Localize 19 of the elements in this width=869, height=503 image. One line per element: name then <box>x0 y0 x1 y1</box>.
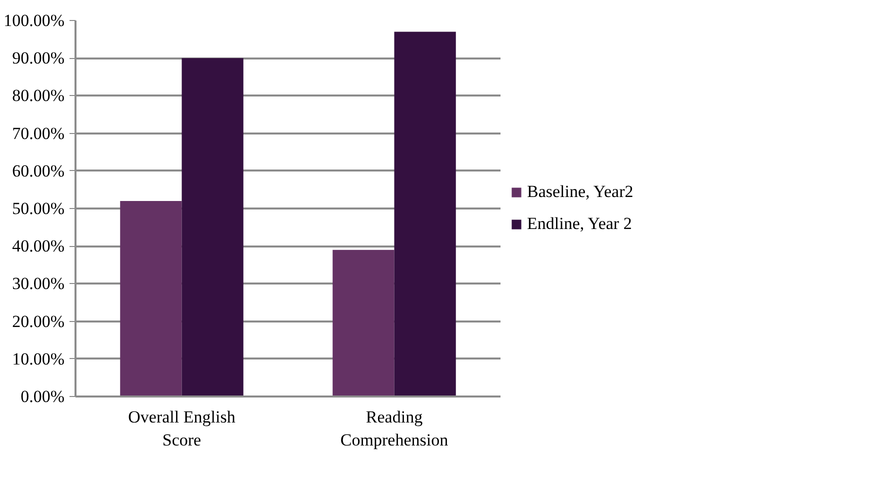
x-tick-label: Overall English Score <box>128 408 236 450</box>
x-tick-label: Reading Comprehension <box>340 408 449 450</box>
bar <box>120 200 182 396</box>
y-tick-label: 100.00% <box>4 11 65 30</box>
y-tick-label: 30.00% <box>12 274 65 294</box>
y-tick-label: 50.00% <box>12 199 65 218</box>
y-tick-label: 60.00% <box>12 161 65 180</box>
y-tick-label: 80.00% <box>12 86 65 106</box>
bar <box>332 250 394 396</box>
y-tick-label: 40.00% <box>12 236 65 256</box>
legend-label: Endline, Year 2 <box>527 214 632 234</box>
y-tick-label: 70.00% <box>12 124 65 143</box>
bar <box>394 32 456 396</box>
legend-label: Baseline, Year2 <box>527 182 634 202</box>
y-tick-label: 0.00% <box>20 387 65 406</box>
y-tick-label: 90.00% <box>12 48 65 68</box>
y-tick-label: 20.00% <box>12 312 65 331</box>
bar <box>182 58 244 396</box>
y-tick-label: 10.00% <box>12 349 65 368</box>
